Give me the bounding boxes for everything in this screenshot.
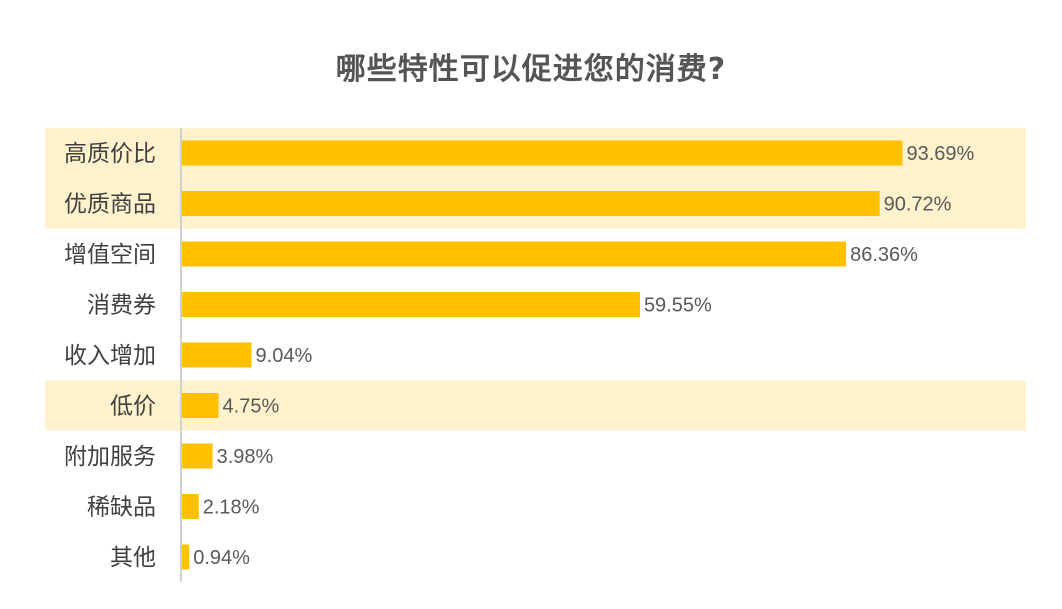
category-label: 稀缺品 bbox=[87, 495, 156, 521]
bar bbox=[182, 393, 219, 418]
value-label: 3.98% bbox=[217, 446, 274, 468]
bar bbox=[182, 292, 640, 317]
value-label: 59.55% bbox=[644, 295, 712, 317]
bar bbox=[182, 544, 190, 570]
value-label: 93.69% bbox=[906, 143, 974, 165]
category-label: 低价 bbox=[110, 394, 156, 420]
bar bbox=[182, 443, 213, 469]
category-label: 其他 bbox=[110, 545, 156, 571]
category-label: 收入增加 bbox=[64, 343, 156, 369]
category-label: 消费券 bbox=[87, 293, 156, 319]
category-label: 增值空间 bbox=[64, 242, 156, 268]
value-label: 0.94% bbox=[193, 547, 250, 569]
category-label: 附加服务 bbox=[64, 444, 156, 470]
value-label: 9.04% bbox=[256, 345, 313, 367]
chart-title: 哪些特性可以促进您的消费? bbox=[335, 52, 727, 87]
bar bbox=[182, 191, 880, 216]
value-labels: 93.69% 90.72% 86.36% 59.55% 9.04% 4.75% 3.98% 2… bbox=[193, 143, 974, 569]
highlight-bands bbox=[45, 127, 1026, 431]
bar bbox=[182, 342, 252, 368]
category-label: 优质商品 bbox=[64, 192, 156, 218]
bar bbox=[182, 241, 847, 267]
value-label: 4.75% bbox=[223, 396, 280, 418]
value-label: 2.18% bbox=[203, 497, 260, 519]
value-label: 90.72% bbox=[884, 194, 952, 216]
bars bbox=[182, 140, 903, 570]
bar bbox=[182, 140, 903, 166]
value-label: 86.36% bbox=[850, 244, 918, 266]
category-label: 高质价比 bbox=[64, 141, 156, 167]
bar bbox=[182, 494, 199, 519]
